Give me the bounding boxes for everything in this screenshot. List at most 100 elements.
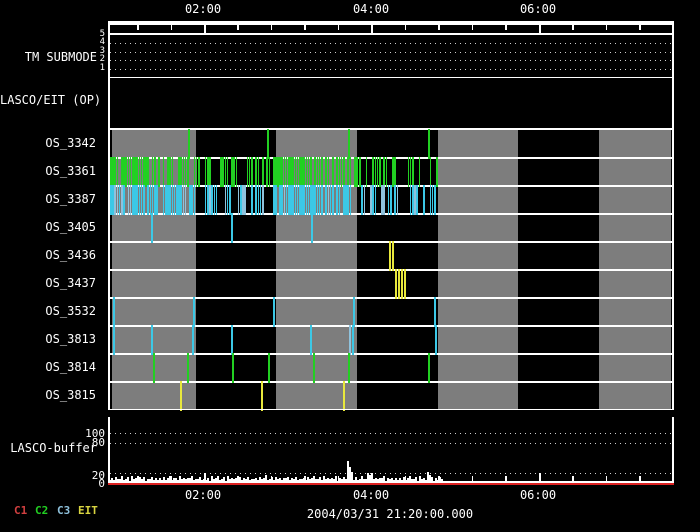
histogram-bar: [363, 479, 365, 483]
histogram-bar: [115, 477, 117, 483]
time-label-top: 06:00: [519, 2, 557, 16]
dense-bar: [414, 184, 416, 215]
dense-bar: [290, 184, 292, 215]
time-label-bottom: 06:00: [519, 488, 557, 502]
event-tick: [267, 128, 269, 159]
histogram-bar: [349, 467, 351, 483]
dense-bar: [314, 184, 316, 215]
histogram-bar: [173, 478, 175, 483]
gray-band: [438, 241, 518, 270]
gray-band: [599, 353, 671, 382]
gray-band: [276, 353, 357, 382]
minor-tick-icon: [137, 476, 139, 481]
dense-bar: [314, 156, 316, 187]
submode-line: [109, 32, 672, 35]
dense-bar: [121, 156, 123, 187]
gray-band: [438, 325, 518, 354]
dense-bar: [180, 184, 182, 215]
dense-bar: [299, 156, 301, 187]
dense-bar: [277, 156, 279, 187]
dense-bar: [332, 184, 334, 215]
dense-bar: [347, 156, 349, 187]
histogram-bar: [225, 480, 227, 483]
minor-tick-icon: [237, 25, 239, 30]
dense-bar: [296, 156, 299, 187]
dense-bar: [316, 184, 319, 215]
dense-bar: [193, 156, 196, 187]
histogram-bar: [149, 478, 151, 483]
dense-bar: [147, 156, 149, 187]
grid-dotted-line: [110, 433, 671, 434]
dense-bar: [171, 156, 174, 187]
histogram-bar: [141, 478, 143, 483]
dense-bar: [143, 184, 145, 215]
event-tick: [310, 324, 312, 355]
panel-border-right: [672, 77, 674, 128]
event-tick: [348, 128, 350, 159]
dense-bar: [231, 156, 233, 187]
histogram-bar: [327, 477, 329, 483]
histogram-bar: [201, 479, 203, 483]
panel-border-left: [108, 25, 110, 77]
dense-bar: [149, 184, 152, 215]
time-label-bottom: 04:00: [352, 488, 390, 502]
dense-bar: [162, 156, 165, 187]
event-tick: [188, 128, 190, 159]
event-tick: [343, 380, 345, 411]
dense-bar: [329, 184, 332, 215]
histogram-bar: [319, 476, 321, 483]
dense-bar: [145, 156, 147, 187]
dense-bar: [187, 156, 189, 187]
event-tick: [187, 352, 189, 383]
gray-band: [438, 381, 518, 410]
histogram-bar: [301, 479, 303, 483]
histogram-bar: [317, 478, 319, 483]
dense-bar: [182, 156, 185, 187]
histogram-bar: [287, 477, 289, 483]
dense-bar: [396, 184, 399, 215]
minor-tick-icon: [170, 476, 172, 481]
dense-bar: [363, 184, 366, 215]
histogram-bar: [283, 477, 285, 483]
dense-bar: [114, 184, 116, 215]
histogram-bar: [159, 478, 161, 483]
dense-bar: [229, 184, 231, 215]
histogram-bar: [407, 478, 409, 483]
panel-border-right: [672, 25, 674, 77]
dense-bar: [374, 156, 377, 187]
row-separator: [108, 325, 674, 327]
histogram-bar: [419, 476, 421, 483]
tm-ytick-label: 5: [99, 28, 105, 39]
event-tick: [398, 268, 400, 299]
histogram-bar: [219, 479, 221, 483]
dense-bar: [361, 184, 363, 215]
buffer-ytick-label: 20: [91, 468, 105, 482]
histogram-bar: [161, 480, 163, 483]
event-tick: [192, 324, 194, 355]
histogram-bar: [163, 476, 165, 483]
gray-band: [276, 297, 357, 326]
dense-bar: [215, 184, 218, 215]
gray-band: [112, 129, 196, 158]
dense-bar: [275, 156, 277, 187]
histogram-bar: [307, 476, 309, 483]
gray-band: [438, 297, 518, 326]
histogram-bar: [367, 473, 369, 483]
minor-tick-icon: [605, 25, 607, 30]
dense-bar: [394, 184, 396, 215]
histogram-bar: [261, 479, 263, 483]
gray-band: [276, 269, 357, 298]
gray-band: [599, 297, 671, 326]
dense-bar: [198, 156, 200, 187]
dense-bar: [296, 184, 299, 215]
histogram-bar: [197, 479, 199, 483]
histogram-bar: [131, 475, 133, 483]
histogram-bar: [265, 475, 267, 483]
histogram-bar: [299, 479, 301, 483]
minor-tick-icon: [572, 25, 574, 30]
dense-bar: [285, 156, 288, 187]
histogram-bar: [199, 476, 201, 483]
dense-bar: [132, 156, 134, 187]
minor-tick-icon: [304, 25, 306, 30]
